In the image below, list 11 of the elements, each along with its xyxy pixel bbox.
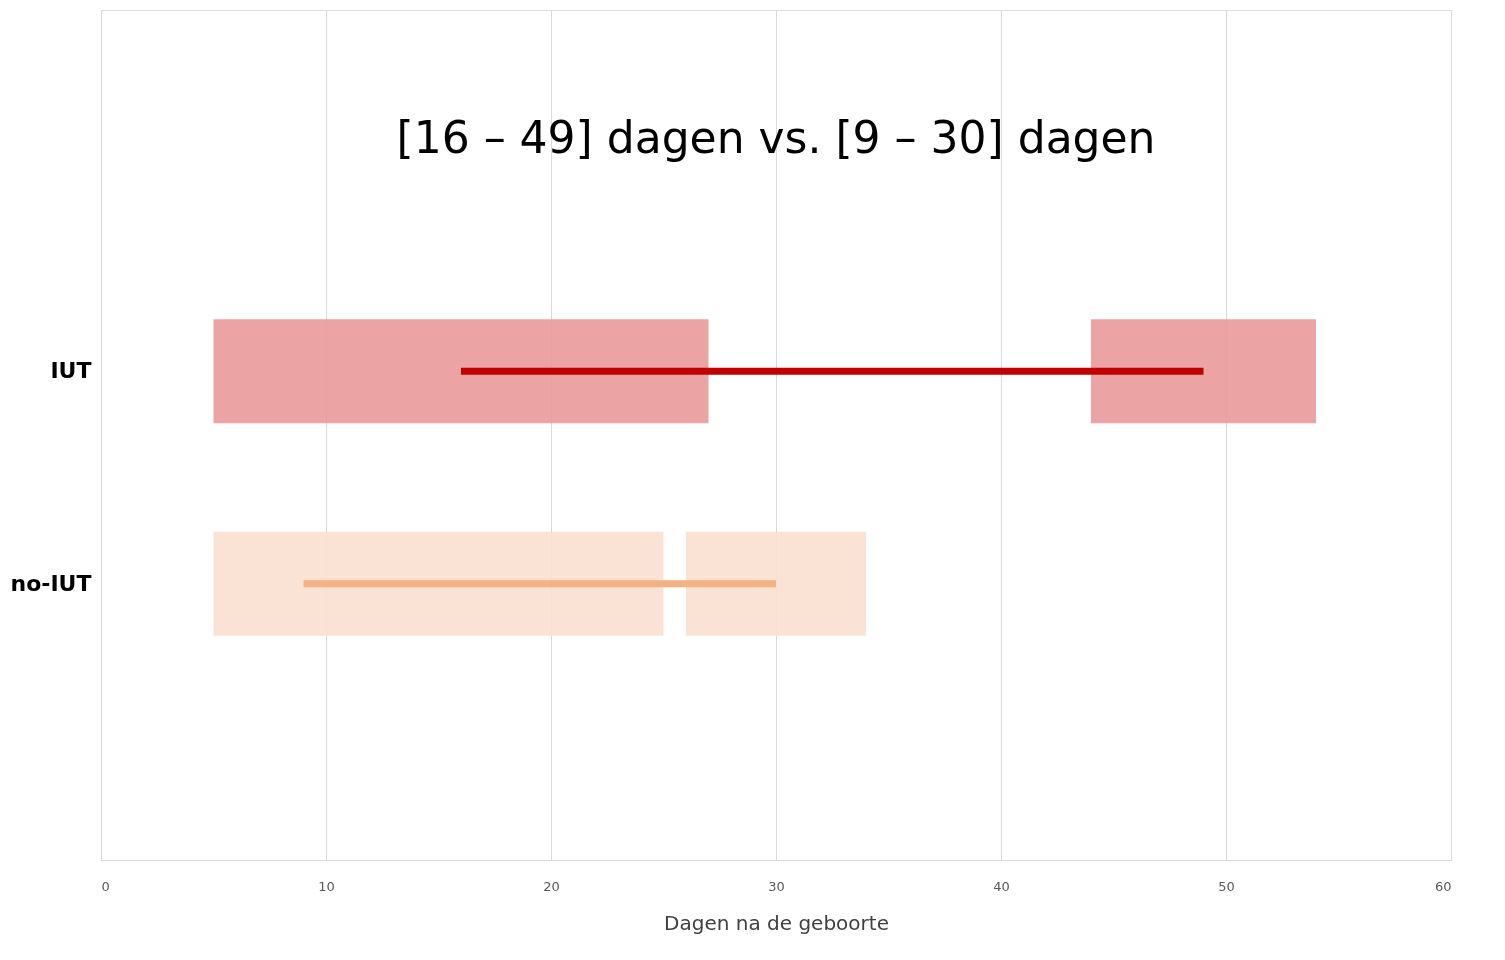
y-tick-label: no-IUT: [10, 570, 92, 596]
x-tick-label: 20: [543, 878, 560, 894]
x-tick-label: 0: [101, 878, 110, 894]
x-tick-label: 10: [318, 878, 335, 894]
y-tick-label: IUT: [50, 358, 92, 384]
x-axis-title: Dagen na de geboorte: [664, 910, 889, 935]
x-tick-label: 60: [1434, 878, 1452, 894]
x-tick-label: 30: [768, 878, 785, 894]
x-tick-label: 40: [993, 878, 1010, 894]
x-tick-label: 50: [1218, 878, 1235, 894]
text: [16 – 49] dagen vs. [9 – 30] dagen: [396, 112, 1156, 163]
